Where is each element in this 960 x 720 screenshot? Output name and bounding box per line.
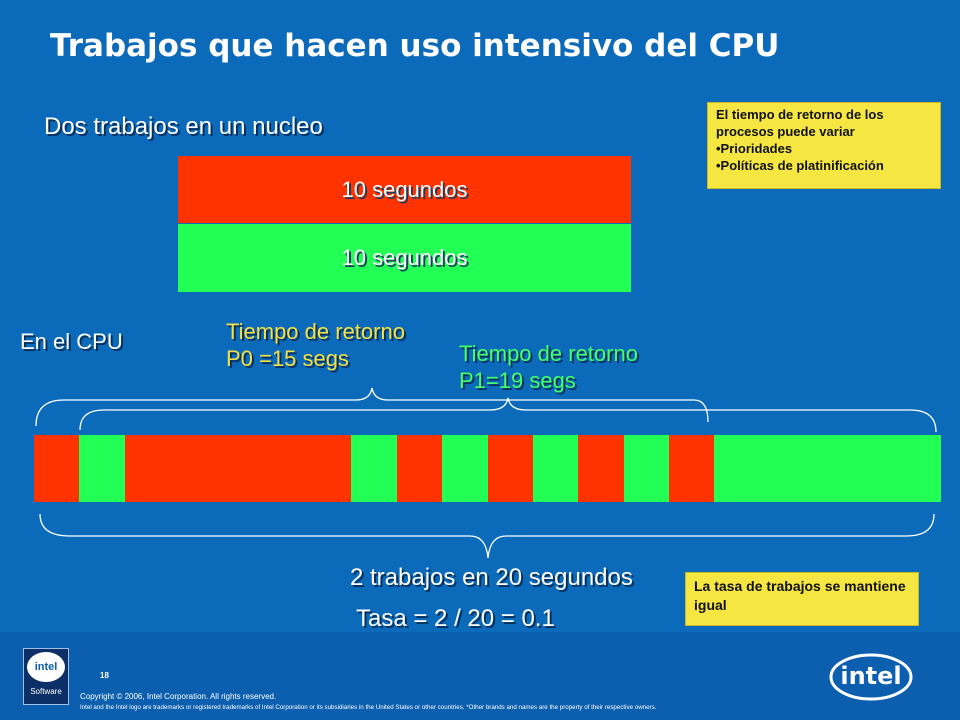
cpu-timeline (34, 435, 941, 502)
note-top-bullet-1: •Prioridades (716, 141, 793, 156)
cpu-label: En el CPU (20, 329, 123, 354)
badge-logo: intel (27, 652, 65, 682)
timeline-segment-green (624, 435, 669, 502)
note-top-bullet-2: •Políticas de platinificación (716, 158, 884, 173)
timeline-segment-red (125, 435, 351, 502)
intel-logo: intel (828, 652, 914, 702)
note-top-text: El tiempo de retorno de los procesos pue… (716, 107, 884, 139)
timeline-segment-red (34, 435, 79, 502)
note-top: El tiempo de retorno de los procesos pue… (707, 102, 941, 189)
timeline-segment-green (351, 435, 397, 502)
timeline-segment-red (488, 435, 533, 502)
summary: 2 trabajos en 20 segundos (350, 564, 633, 591)
timeline-segment-green (714, 435, 941, 502)
turnaround-p0: Tiempo de retorno P0 =15 segs (226, 318, 405, 372)
job-box-green: 10 segundos (178, 224, 631, 292)
braces (35, 387, 937, 559)
legal-text: Intel and the Intel logo are trademarks … (80, 704, 657, 711)
brace-p1 (79, 397, 937, 433)
turnaround-p1-line2: P1=19 segs (459, 368, 576, 393)
subtitle: Dos trabajos en un nucleo (44, 113, 323, 140)
turnaround-p1-line1: Tiempo de retorno (459, 341, 638, 366)
timeline-segment-red (669, 435, 714, 502)
turnaround-p0-line1: Tiempo de retorno (226, 319, 405, 344)
timeline-segment-red (578, 435, 624, 502)
job-box-red: 10 segundos (178, 156, 631, 223)
job-box-green-label: 10 segundos (341, 245, 468, 270)
page-number: 18 (100, 671, 109, 680)
job-box-red-label: 10 segundos (341, 176, 468, 202)
intel-logo-text: intel (840, 662, 902, 690)
brace-p0 (35, 387, 709, 427)
slide-title: Trabajos que hacen uso intensivo del CPU (50, 28, 780, 64)
timeline-segment-green (533, 435, 578, 502)
turnaround-p1: Tiempo de retorno P1=19 segs (459, 340, 638, 394)
timeline-segment-green (79, 435, 125, 502)
intel-logo-swoosh-icon (829, 653, 913, 701)
badge-text: Software (30, 687, 62, 696)
rate: Tasa = 2 / 20 = 0.1 (356, 605, 555, 632)
intel-software-badge: intel Software (23, 648, 69, 705)
note-bottom: La tasa de trabajos se mantiene igual (685, 572, 919, 626)
footer (0, 632, 960, 720)
brace-total (39, 513, 935, 559)
copyright: Copyright © 2006, Intel Corporation. All… (80, 692, 277, 701)
timeline-segment-red (397, 435, 442, 502)
timeline-segment-green (442, 435, 488, 502)
turnaround-p0-line2: P0 =15 segs (226, 346, 349, 371)
